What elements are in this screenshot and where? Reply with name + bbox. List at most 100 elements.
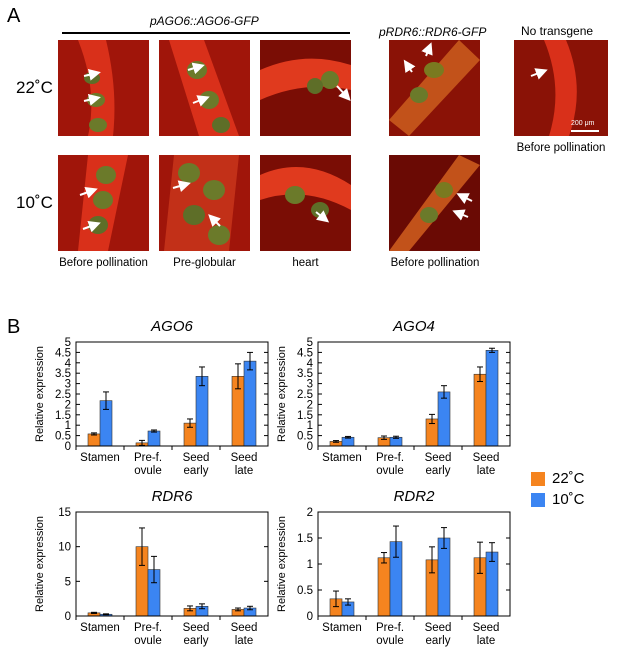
bar — [437, 391, 451, 447]
x-tick-label: Pre-f. — [134, 452, 162, 464]
y-tick-label: 1.5 — [55, 410, 71, 422]
micrograph-ago6-10c-pre-globular — [159, 155, 250, 251]
y-tick-label: 4 — [65, 358, 72, 370]
bar — [377, 557, 391, 617]
y-tick-label: 0.5 — [297, 431, 313, 443]
y-tick-label: 4.5 — [55, 347, 71, 359]
y-tick-label: 1 — [307, 559, 313, 571]
x-tick-label: Pre-f. — [376, 622, 404, 634]
y-axis-label: Relative expression — [34, 516, 46, 612]
caption-pre-globular: Pre-globular — [173, 257, 236, 269]
y-tick-label: 1.5 — [297, 410, 313, 422]
x-tick-label: Seed — [473, 452, 500, 464]
micrograph-ago6-10c-heart — [260, 155, 351, 251]
y-tick-label: 0 — [307, 441, 313, 453]
caption-heart: heart — [292, 257, 319, 269]
y-tick-label: 3 — [65, 379, 71, 391]
arrow-icon — [208, 214, 221, 227]
bar — [473, 373, 487, 447]
construct-underline — [62, 32, 350, 34]
y-tick-label: 15 — [58, 507, 71, 519]
panel-a-label: A — [7, 5, 21, 27]
x-tick-label: Seed — [425, 622, 452, 634]
x-tick-label: Seed — [183, 452, 210, 464]
y-tick-label: 5 — [65, 337, 71, 349]
arrow-icon — [192, 95, 210, 107]
y-tick-label: 0 — [65, 441, 71, 453]
x-tick-label: early — [184, 465, 209, 477]
x-tick-label: Pre-f. — [134, 622, 162, 634]
x-tick-label: Stamen — [80, 622, 120, 634]
x-tick-label: Stamen — [322, 622, 362, 634]
legend-label-10c: 10˚C — [552, 491, 585, 508]
x-tick-label: Seed — [425, 452, 452, 464]
arrow-icon — [530, 68, 548, 80]
arrow-icons-layer — [79, 42, 548, 233]
bar — [485, 350, 499, 447]
x-tick-label: Stamen — [80, 452, 120, 464]
arrow-icon — [403, 59, 416, 73]
construct-label-rdr6: pRDR6::RDR6-GFP — [379, 25, 487, 39]
micrograph-rdr6-22c-before-pollination — [389, 40, 480, 136]
caption-rdr6-before-pollination: Before pollination — [390, 257, 480, 269]
bar — [147, 430, 161, 447]
scale-bar — [571, 130, 599, 132]
arrow-icon — [336, 85, 351, 101]
arrow-icon — [421, 42, 433, 57]
legend-label-22c: 22˚C — [552, 470, 585, 487]
y-axis-label: Relative expression — [276, 516, 288, 612]
caption-no-transgene-before-pollination: Before pollination — [516, 142, 606, 154]
y-tick-label: 4.5 — [297, 347, 313, 359]
plot-frame — [317, 341, 511, 447]
micrograph-ago6-22c-heart — [260, 40, 351, 136]
legend-item-10c: 10˚C — [531, 491, 585, 508]
x-tick-label: late — [477, 465, 496, 477]
plot-frame — [75, 341, 269, 447]
caption-before-pollination: Before pollination — [59, 257, 148, 269]
micrograph-ago6-22c-pre-globular — [159, 40, 250, 136]
micrograph-no-transgene — [514, 40, 608, 136]
arrow-icon — [315, 210, 330, 223]
chart-title: AGO4 — [392, 318, 435, 335]
chart-title: RDR2 — [394, 488, 435, 505]
y-tick-label: 2 — [307, 507, 313, 519]
arrow-icon — [187, 62, 205, 75]
x-tick-label: Pre-f. — [376, 452, 404, 464]
bar — [87, 433, 101, 447]
chart-title: AGO6 — [150, 318, 193, 335]
scale-bar-label: 200 μm — [571, 120, 595, 127]
bar — [243, 360, 257, 447]
legend: 22˚C 10˚C — [531, 470, 585, 508]
bar — [195, 376, 209, 447]
y-axis-label: Relative expression — [34, 346, 46, 442]
arrow-icon — [83, 93, 101, 106]
y-tick-label: 1.5 — [297, 533, 313, 545]
panel-b-label: B — [7, 316, 21, 338]
y-tick-label: 1 — [65, 420, 71, 432]
x-tick-label: ovule — [134, 465, 162, 477]
no-transgene-label: No transgene — [521, 24, 594, 38]
y-tick-label: 5 — [65, 576, 71, 588]
x-tick-label: Seed — [473, 622, 500, 634]
y-tick-label: 2 — [65, 399, 71, 411]
x-tick-label: Seed — [231, 622, 258, 634]
x-tick-label: ovule — [376, 635, 404, 647]
y-tick-label: 10 — [58, 542, 71, 554]
x-tick-label: Seed — [231, 452, 258, 464]
x-tick-label: ovule — [134, 635, 162, 647]
arrow-icon — [83, 68, 101, 81]
legend-swatch-10c — [531, 492, 545, 507]
arrow-icon — [452, 209, 469, 221]
y-tick-label: 5 — [307, 337, 313, 349]
micrograph-ago6-22c-before-pollination — [58, 40, 149, 136]
y-tick-label: 2.5 — [297, 389, 313, 401]
y-tick-label: 2 — [307, 399, 313, 411]
x-tick-label: ovule — [376, 465, 404, 477]
y-tick-label: 3.5 — [55, 368, 71, 380]
temperature-label-10: 10˚C — [16, 193, 53, 212]
plot-frame — [75, 511, 269, 617]
arrow-icon — [456, 193, 473, 204]
legend-item-22c: 22˚C — [531, 470, 585, 487]
arrow-icon — [79, 187, 98, 199]
